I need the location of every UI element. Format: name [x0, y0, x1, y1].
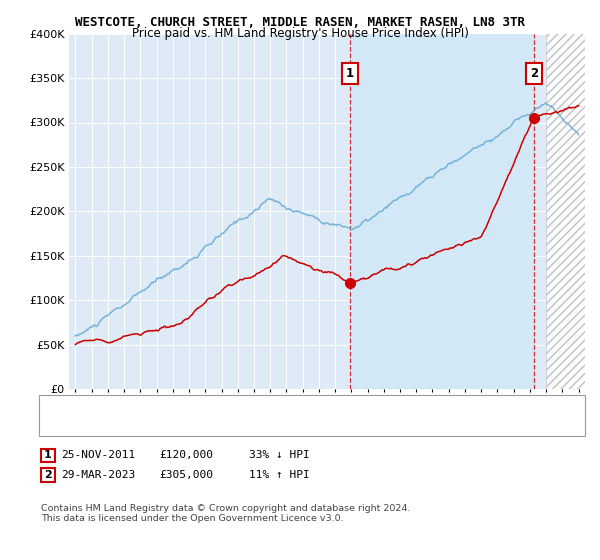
Text: 2: 2 — [44, 470, 52, 480]
Text: 29-MAR-2023: 29-MAR-2023 — [61, 470, 136, 480]
Text: 2: 2 — [530, 67, 538, 80]
Text: 11% ↑ HPI: 11% ↑ HPI — [249, 470, 310, 480]
Text: 1: 1 — [346, 67, 354, 80]
Text: Price paid vs. HM Land Registry's House Price Index (HPI): Price paid vs. HM Land Registry's House … — [131, 27, 469, 40]
Text: 1: 1 — [44, 450, 52, 460]
Text: HPI: Average price, detached house, West Lindsey: HPI: Average price, detached house, West… — [72, 424, 317, 435]
Bar — [350, 34, 534, 389]
Text: Contains HM Land Registry data © Crown copyright and database right 2024.
This d: Contains HM Land Registry data © Crown c… — [41, 504, 410, 524]
Text: WESTCOTE, CHURCH STREET, MIDDLE RASEN, MARKET RASEN, LN8 3TR: WESTCOTE, CHURCH STREET, MIDDLE RASEN, M… — [75, 16, 525, 29]
Text: WESTCOTE, CHURCH STREET, MIDDLE RASEN, MARKET RASEN, LN8 3TR (detached hous: WESTCOTE, CHURCH STREET, MIDDLE RASEN, M… — [72, 414, 503, 424]
Text: £120,000: £120,000 — [159, 450, 213, 460]
Text: £305,000: £305,000 — [159, 470, 213, 480]
Text: 33% ↓ HPI: 33% ↓ HPI — [249, 450, 310, 460]
Text: 25-NOV-2011: 25-NOV-2011 — [61, 450, 136, 460]
